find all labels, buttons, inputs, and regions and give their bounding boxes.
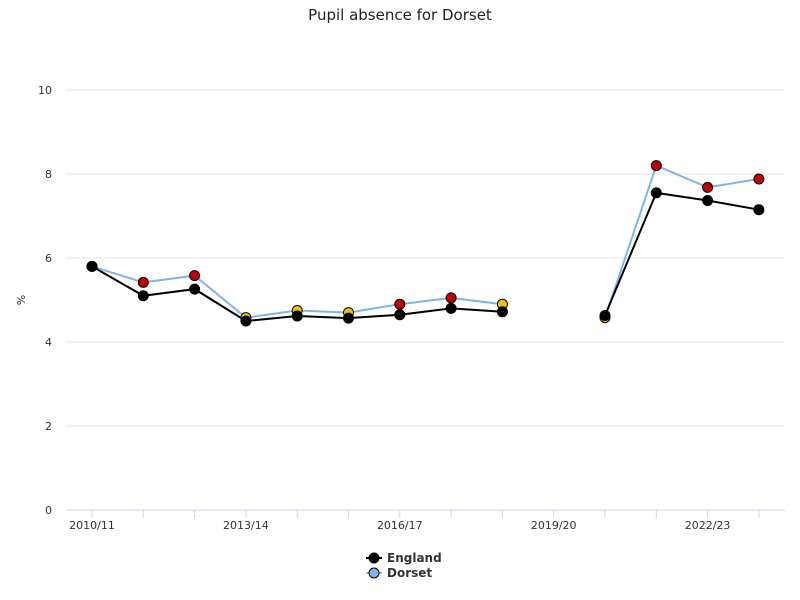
y-tick-label: 0 <box>45 504 52 517</box>
y-tick-label: 4 <box>45 336 52 349</box>
x-axis: 2010/11 2013/14 2016/17 2019/20 2022/23 <box>66 509 785 532</box>
x-tick-label: 2016/17 <box>377 519 423 532</box>
legend-label: Dorset <box>387 566 432 580</box>
data-point-england[interactable] <box>86 260 98 272</box>
legend-marker <box>368 552 380 564</box>
legend-item-england[interactable]: England <box>366 551 442 565</box>
data-point-dorset[interactable] <box>394 298 406 310</box>
data-point-england[interactable] <box>240 315 252 327</box>
series-layer <box>86 160 765 327</box>
data-point-england[interactable] <box>394 309 406 321</box>
legend-marker <box>368 567 380 579</box>
data-point-england[interactable] <box>753 204 765 216</box>
data-point-england[interactable] <box>189 283 201 295</box>
data-point-dorset[interactable] <box>753 173 765 185</box>
data-point-dorset[interactable] <box>189 270 201 282</box>
data-point-england[interactable] <box>702 195 714 206</box>
data-point-england[interactable] <box>137 290 149 302</box>
chart-title: Pupil absence for Dorset <box>308 6 492 24</box>
x-tick-label: 2013/14 <box>223 519 269 532</box>
grid-lines <box>66 89 785 427</box>
series-line-dorset <box>604 164 760 318</box>
data-point-dorset[interactable] <box>445 292 457 304</box>
x-tick-label: 2022/23 <box>685 519 731 532</box>
markers-england <box>86 187 765 327</box>
y-tick-label: 10 <box>38 84 52 97</box>
data-point-dorset[interactable] <box>137 276 149 288</box>
legend-label: England <box>387 551 442 565</box>
data-point-england[interactable] <box>496 306 508 318</box>
data-point-england[interactable] <box>599 310 611 321</box>
y-axis-ticks: 0 2 4 6 8 10 <box>38 84 52 517</box>
data-point-england[interactable] <box>291 310 303 322</box>
data-point-england[interactable] <box>650 187 662 199</box>
y-axis-title: % <box>15 295 28 305</box>
data-point-dorset[interactable] <box>702 181 714 193</box>
x-tick-label: 2019/20 <box>531 519 577 532</box>
data-point-england[interactable] <box>343 312 354 324</box>
data-point-england[interactable] <box>445 302 457 314</box>
series-line-england <box>604 191 760 316</box>
legend-item-dorset[interactable]: Dorset <box>366 566 432 580</box>
markers-dorset <box>86 160 765 324</box>
y-tick-label: 2 <box>45 420 52 433</box>
y-tick-label: 6 <box>45 252 52 265</box>
x-tick-label: 2010/11 <box>69 519 115 532</box>
y-tick-label: 8 <box>45 168 52 181</box>
data-point-dorset[interactable] <box>650 160 662 172</box>
